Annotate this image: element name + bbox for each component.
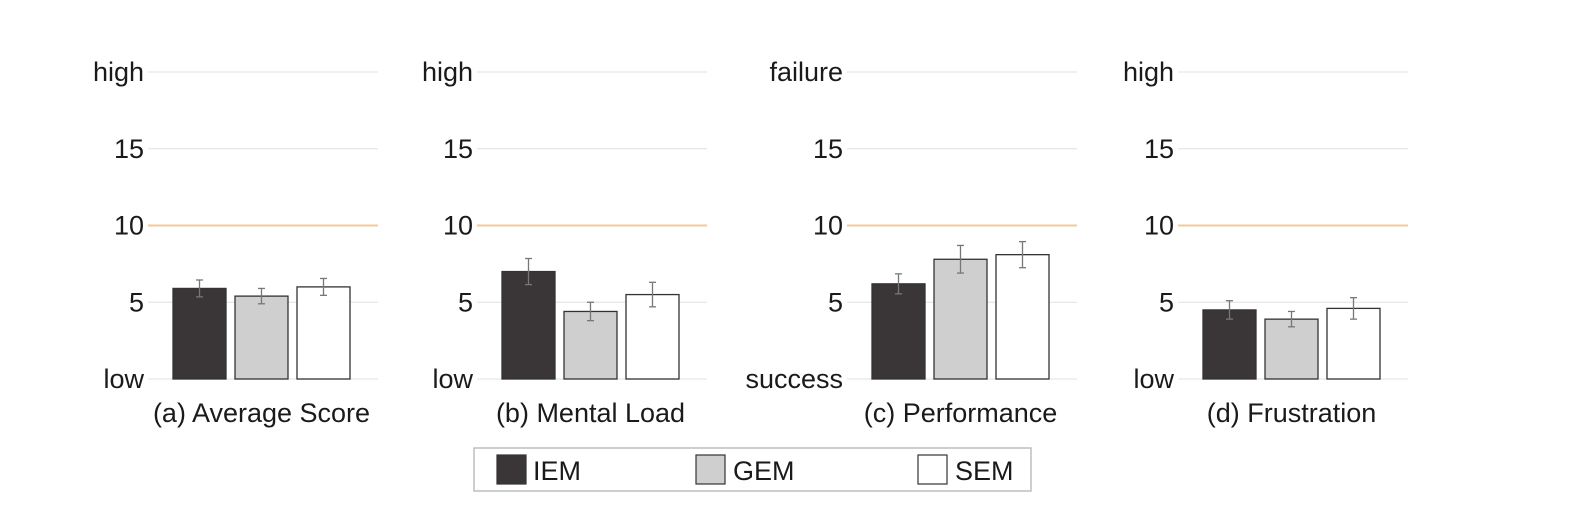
bar-sem [995,254,1050,380]
legend-swatch-sem [917,454,948,485]
legend-swatch-gem [695,454,726,485]
y-tick-label: 10 [443,211,473,241]
y-tick-label: 5 [828,287,843,317]
y-tick-label: high [1123,57,1174,87]
y-tick-label: 15 [114,134,144,164]
y-tick-label: 5 [458,287,473,317]
bar-iem [172,287,227,380]
y-tick-label: 5 [129,287,144,317]
bar-gem [933,258,988,380]
legend-swatch-iem [496,454,527,485]
bar-gem [563,310,618,380]
legend-label-sem: SEM [955,456,1014,486]
chart-panels: low 5 10 15 high (a) Average Score low 5 10 15 hig… [93,57,1408,428]
y-tick-label: low [1133,364,1174,394]
y-tick-label: 15 [813,134,843,164]
bar-sem [1326,307,1381,380]
y-tick-label: low [103,364,144,394]
chart-panel-2: low 5 10 15 high (b) Mental Load [422,57,707,428]
y-tick-label: 10 [813,211,843,241]
y-tick-label: success [745,364,843,394]
chart-panel-4: low 5 10 15 high (d) Frustration [1123,57,1408,428]
y-tick-label: 15 [443,134,473,164]
y-tick-label: high [422,57,473,87]
y-tick-label: 15 [1144,134,1174,164]
panel-caption: (a) Average Score [153,398,370,428]
chart-panel-3: success 5 10 15 failure (c) Performance [745,57,1077,428]
panel-caption: (c) Performance [864,398,1058,428]
y-tick-label: 5 [1159,287,1174,317]
bar-gem [1264,318,1319,380]
legend: IEM GEM SEM [473,447,1032,492]
panel-caption: (b) Mental Load [496,398,685,428]
y-tick-label: low [432,364,473,394]
legend-label-gem: GEM [733,456,795,486]
y-tick-label: high [93,57,144,87]
panel-caption: (d) Frustration [1207,398,1377,428]
bar-iem [1202,309,1257,380]
bar-iem [501,270,556,380]
y-tick-label: 10 [114,211,144,241]
bar-sem [296,286,351,380]
legend-label-iem: IEM [533,456,581,486]
bar-gem [234,295,289,380]
chart-panel-1: low 5 10 15 high (a) Average Score [93,57,378,428]
y-tick-label: failure [769,57,843,87]
y-tick-label: 10 [1144,211,1174,241]
bar-iem [871,283,926,380]
